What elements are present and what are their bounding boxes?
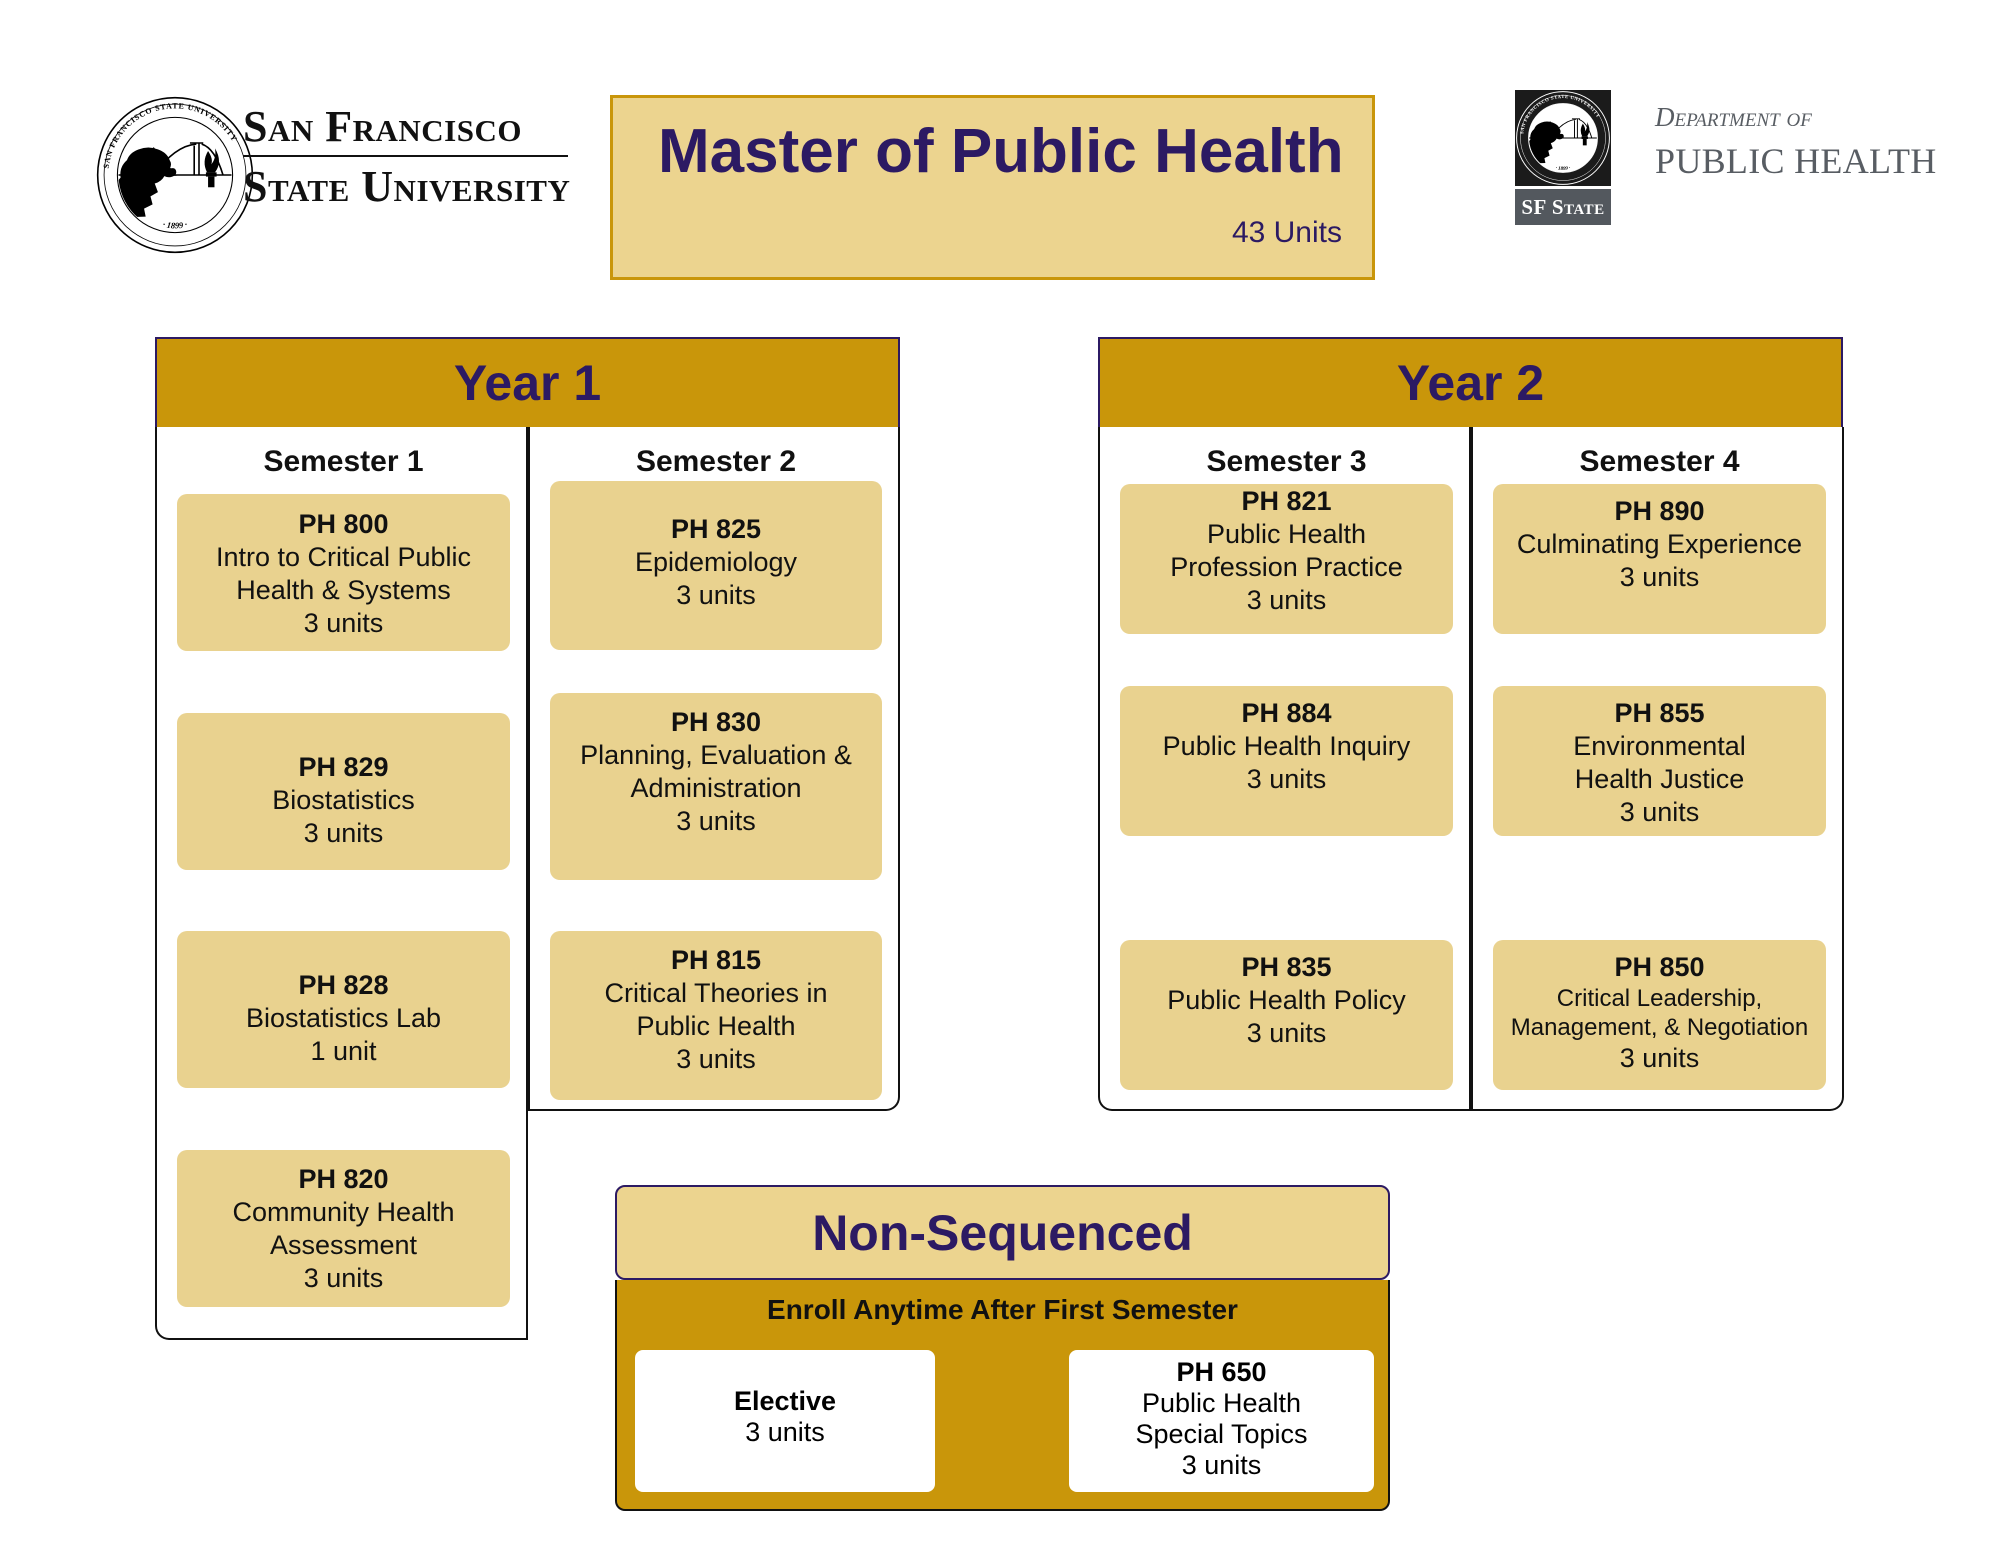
svg-text:· 1899 ·: · 1899 · [1555,165,1572,172]
svg-text:· 1899 ·: · 1899 · [162,219,188,230]
